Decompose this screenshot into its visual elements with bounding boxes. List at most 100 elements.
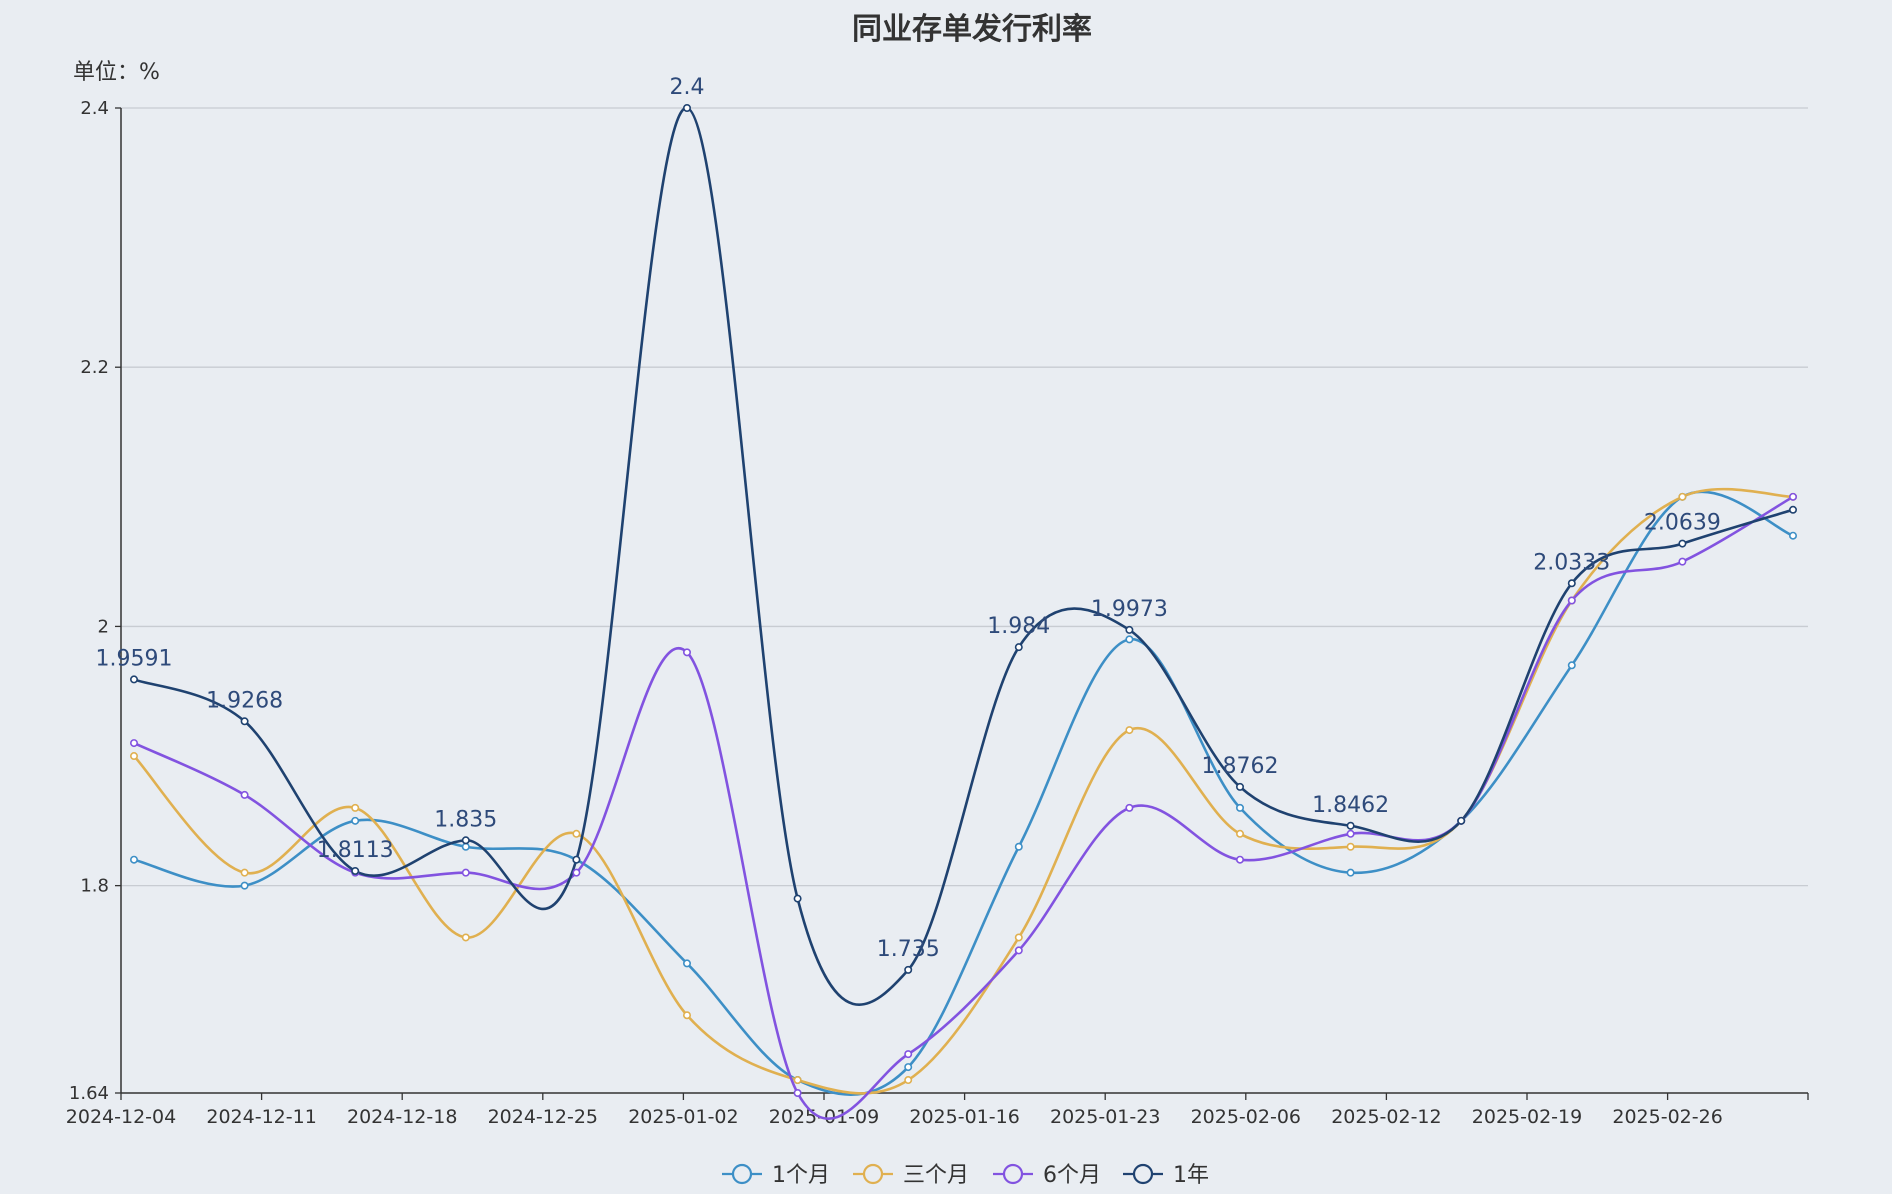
legend-marker bbox=[862, 1163, 884, 1185]
data-point bbox=[1567, 661, 1576, 670]
legend-item[interactable]: 1个月 bbox=[722, 1163, 830, 1188]
legend-item[interactable]: 1年 bbox=[1123, 1163, 1209, 1188]
data-point bbox=[351, 803, 360, 812]
legend-marker bbox=[731, 1163, 753, 1185]
legend-marker bbox=[1002, 1163, 1024, 1185]
data-point bbox=[240, 868, 249, 877]
data-point bbox=[1346, 868, 1355, 877]
data-point bbox=[1014, 946, 1023, 955]
data-point bbox=[1346, 842, 1355, 851]
x-tick-label: 2025-01-02 bbox=[628, 1106, 738, 1128]
data-labels: 1.9591 1.9268 1.8113 1.835 2.4 1.735 1.984 1.99… bbox=[96, 75, 1721, 962]
x-tick-label: 2024-12-11 bbox=[206, 1106, 316, 1128]
x-tick-label: 2025-02-26 bbox=[1612, 1106, 1722, 1128]
data-point bbox=[1014, 643, 1023, 652]
data-point bbox=[904, 1050, 913, 1059]
series-line-2 bbox=[133, 495, 1794, 1120]
data-point bbox=[1236, 782, 1245, 791]
data-point bbox=[682, 959, 691, 968]
data-label: 1.835 bbox=[434, 807, 497, 832]
data-label: 1.735 bbox=[877, 937, 940, 962]
data-point bbox=[1789, 531, 1798, 540]
data-point bbox=[793, 894, 802, 903]
unit-label: 单位：% bbox=[73, 60, 160, 85]
data-point bbox=[793, 1076, 802, 1085]
data-point bbox=[1789, 492, 1798, 501]
data-point bbox=[572, 855, 581, 864]
x-tick-label: 2024-12-04 bbox=[66, 1106, 176, 1128]
series-line-1 bbox=[133, 487, 1794, 1095]
legend-label: 1个月 bbox=[772, 1163, 830, 1188]
data-point bbox=[461, 842, 470, 851]
data-label: 2.0333 bbox=[1533, 550, 1610, 575]
y-tick-label: 1.64 bbox=[69, 1083, 109, 1104]
data-label: 1.9591 bbox=[96, 646, 173, 671]
gridlines bbox=[121, 107, 1808, 887]
data-point bbox=[130, 752, 139, 761]
x-tick-label: 2025-02-19 bbox=[1472, 1106, 1582, 1128]
data-point bbox=[682, 1011, 691, 1020]
data-point bbox=[682, 648, 691, 657]
data-point bbox=[793, 1089, 802, 1098]
data-point bbox=[1346, 829, 1355, 838]
x-tick-label: 2024-12-25 bbox=[488, 1106, 598, 1128]
data-point bbox=[130, 855, 139, 864]
y-tick-label: 2 bbox=[98, 616, 109, 637]
data-point bbox=[572, 829, 581, 838]
data-point bbox=[461, 836, 470, 845]
data-point bbox=[572, 868, 581, 877]
data-label: 2.0639 bbox=[1644, 511, 1721, 536]
series-line-0 bbox=[133, 490, 1794, 1096]
data-label: 1.9973 bbox=[1091, 597, 1168, 622]
x-tick-label: 2024-12-18 bbox=[347, 1106, 457, 1128]
series-lines bbox=[133, 106, 1794, 1120]
data-label: 1.9268 bbox=[206, 688, 283, 713]
legend-item[interactable]: 三个月 bbox=[853, 1163, 969, 1188]
data-point bbox=[240, 717, 249, 726]
data-label: 1.984 bbox=[987, 614, 1050, 639]
x-tick-label: 2025-01-16 bbox=[909, 1106, 1019, 1128]
data-point bbox=[1457, 816, 1466, 825]
legend-item[interactable]: 6个月 bbox=[993, 1163, 1101, 1188]
data-point bbox=[1789, 505, 1798, 514]
data-point bbox=[904, 965, 913, 974]
data-point bbox=[1236, 803, 1245, 812]
legend-label: 6个月 bbox=[1043, 1163, 1101, 1188]
data-point bbox=[1125, 803, 1134, 812]
data-point bbox=[1014, 933, 1023, 942]
data-point bbox=[1678, 539, 1687, 548]
data-point bbox=[904, 1076, 913, 1085]
data-point bbox=[1567, 579, 1576, 588]
data-point bbox=[1678, 557, 1687, 566]
data-point bbox=[1014, 842, 1023, 851]
data-point bbox=[351, 866, 360, 875]
data-label: 1.8113 bbox=[317, 838, 394, 863]
y-tick-label: 2.4 bbox=[80, 98, 109, 119]
data-point bbox=[1236, 829, 1245, 838]
x-tick-label: 2025-02-12 bbox=[1331, 1106, 1441, 1128]
series-points bbox=[130, 104, 1798, 1098]
data-point bbox=[130, 739, 139, 748]
data-label: 2.4 bbox=[670, 75, 705, 100]
legend-label: 1年 bbox=[1173, 1163, 1209, 1188]
data-point bbox=[240, 790, 249, 799]
data-label: 1.8762 bbox=[1202, 754, 1279, 779]
legend-marker bbox=[1132, 1163, 1154, 1185]
data-point bbox=[904, 1063, 913, 1072]
chart-title: 同业存单发行利率 bbox=[852, 12, 1092, 47]
data-point bbox=[461, 933, 470, 942]
data-point bbox=[1346, 821, 1355, 830]
legend[interactable]: 1个月 三个月 6个月 1年 bbox=[722, 1163, 1209, 1188]
data-point bbox=[351, 816, 360, 825]
data-point bbox=[240, 881, 249, 890]
x-tick-label: 2025-02-06 bbox=[1191, 1106, 1301, 1128]
data-label: 1.8462 bbox=[1312, 793, 1389, 818]
data-point bbox=[1125, 635, 1134, 644]
legend-label: 三个月 bbox=[903, 1163, 969, 1188]
x-tick-label: 2025-01-23 bbox=[1050, 1106, 1160, 1128]
data-point bbox=[1678, 492, 1687, 501]
data-point bbox=[1567, 596, 1576, 605]
data-point bbox=[461, 868, 470, 877]
axes: 1.64 1.8 2 2.2 2.4 2024-12-04 2024-12-11 2024-1… bbox=[66, 98, 1809, 1128]
